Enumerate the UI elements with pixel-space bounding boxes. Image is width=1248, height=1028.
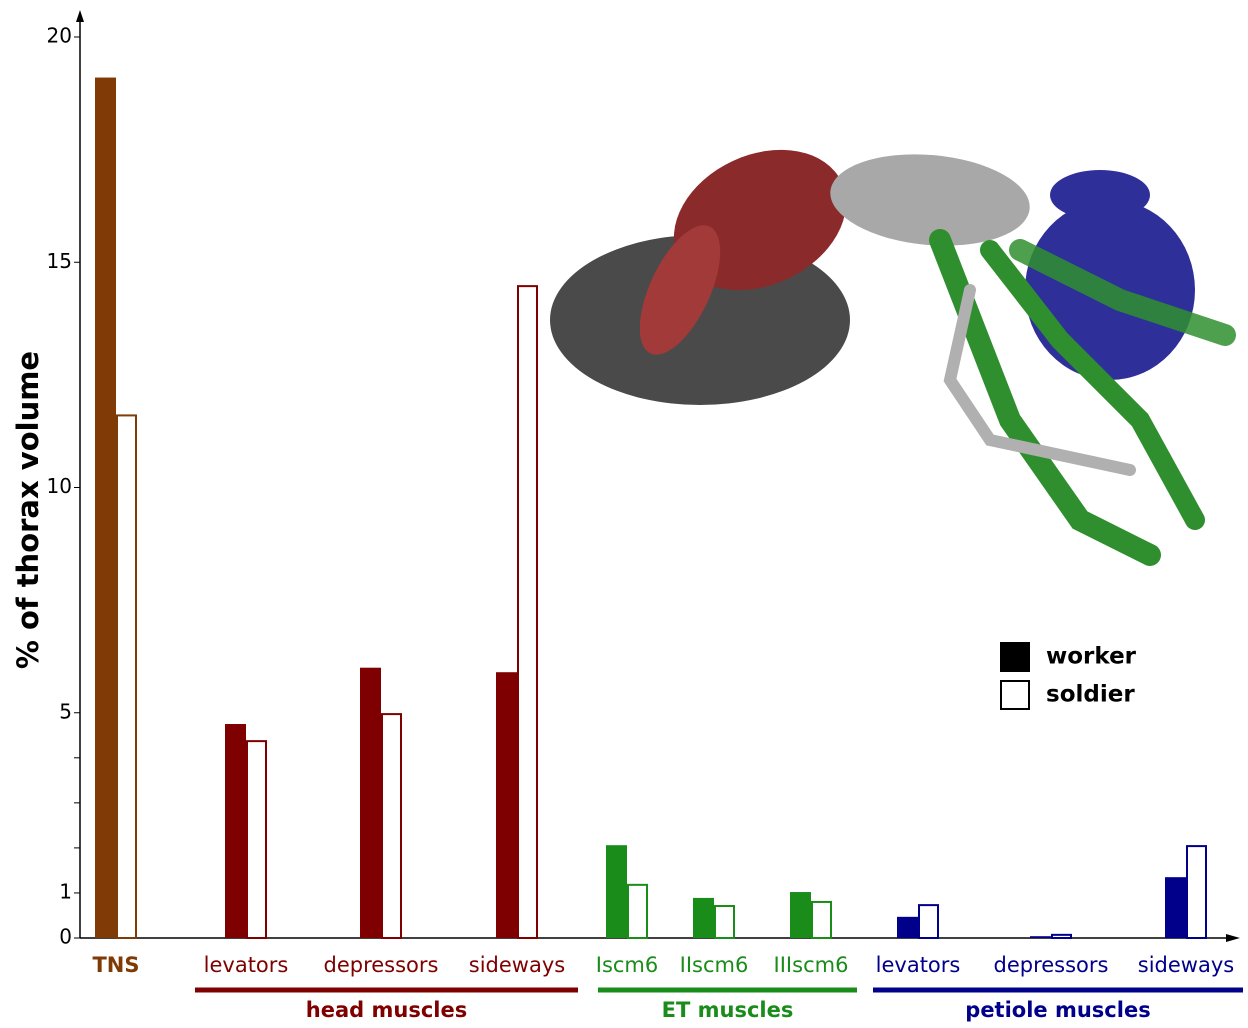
bar [606,845,627,938]
bar [116,414,137,940]
bar [790,892,811,938]
y-tick-label: 20 [47,24,72,48]
bar [918,904,939,940]
x-tick-label: depressors [324,953,439,977]
bar [897,916,918,938]
y-tick-label: 1 [59,879,72,903]
y-axis-label: % of thorax volume [11,351,45,669]
bar [1030,936,1051,938]
y-tick-label: 10 [47,474,72,498]
bar [1051,933,1072,939]
group-label: petiole muscles [965,998,1150,1022]
bar [517,285,538,939]
x-tick-label: depressors [994,953,1109,977]
y-tick-label: 15 [47,249,72,273]
legend-label: soldier [1046,682,1135,708]
x-tick-label: sideways [1138,953,1234,977]
specimen-illustration [550,149,1236,566]
bar [225,724,246,938]
legend-swatch [1000,680,1030,710]
y-tick-label: 5 [59,699,72,723]
x-tick-label: sideways [469,953,565,977]
x-tick-label: levators [204,953,289,977]
bar [1186,845,1207,940]
group-label: ET muscles [662,998,794,1022]
x-tick-label: TNS [92,953,139,977]
x-tick-label: Iscm6 [596,953,659,977]
legend-label: worker [1046,644,1137,670]
legend-swatch [1000,642,1030,672]
y-tick-label: 0 [59,925,72,949]
bar [1165,877,1186,938]
x-axis-arrow [1226,934,1240,942]
group-label: head muscles [306,998,467,1022]
bar [714,905,735,940]
bar [693,897,714,938]
x-tick-label: IIIscm6 [774,953,849,977]
bar [496,672,517,938]
y-axis-arrow [76,10,84,22]
bar [246,740,267,939]
bar [360,667,381,938]
bar [627,883,648,940]
bar [811,900,832,940]
bar [381,713,402,939]
bar [95,77,116,939]
x-tick-label: levators [876,953,961,977]
x-tick-label: IIscm6 [680,953,749,977]
